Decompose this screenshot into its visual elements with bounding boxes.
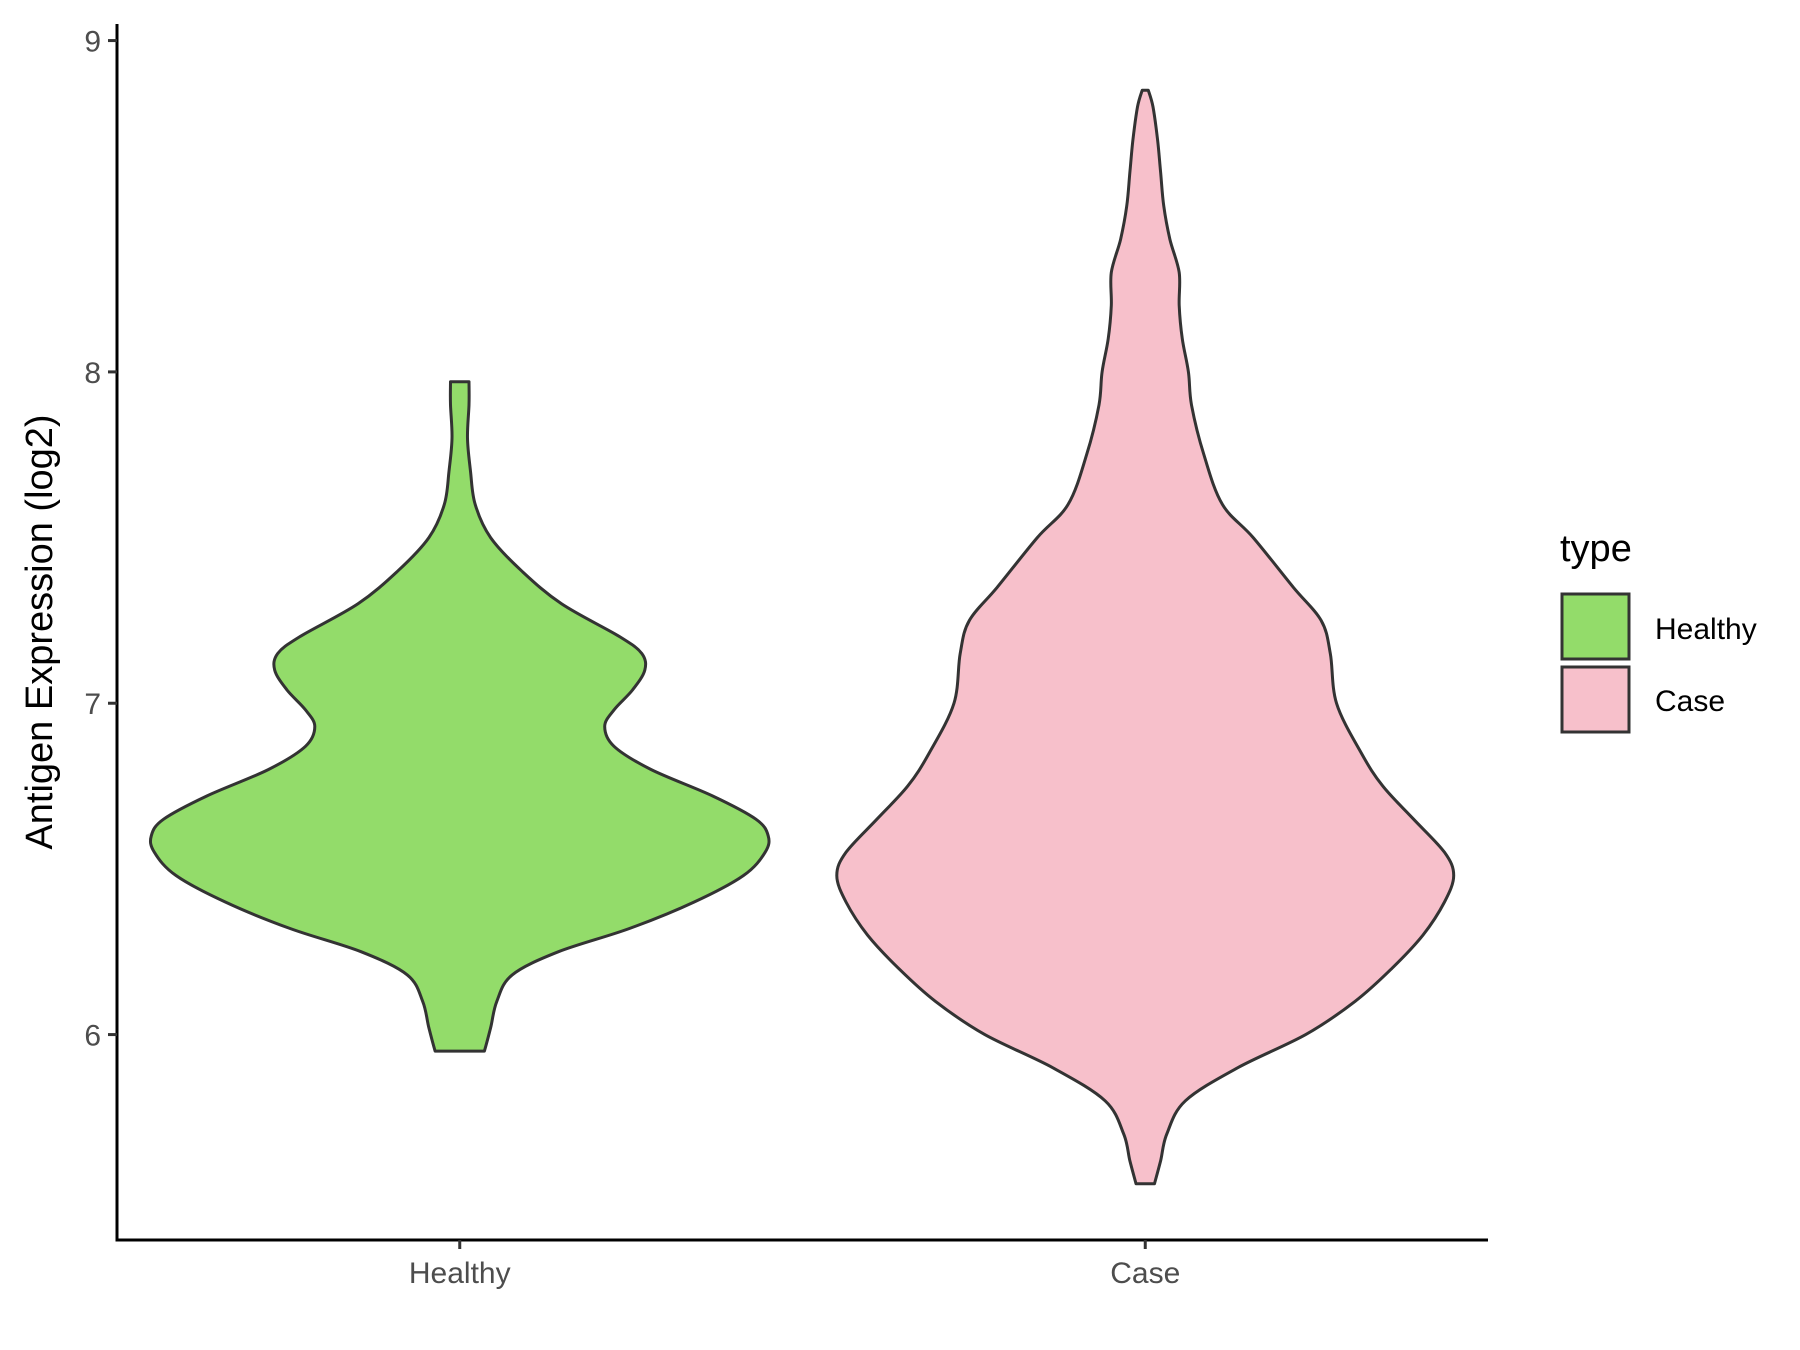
violin-case	[835, 88, 1456, 1186]
y-tick-label: 6	[84, 1020, 101, 1053]
legend-label-healthy: Healthy	[1655, 613, 1757, 646]
x-tick-label: Case	[1110, 1257, 1180, 1290]
y-tick-label: 8	[84, 357, 101, 390]
y-tick-label: 7	[84, 688, 101, 721]
violin-healthy	[148, 380, 771, 1053]
y-tick-label: 9	[84, 26, 101, 59]
legend-label-case: Case	[1655, 685, 1725, 718]
y-ticks: 6 7 8 9	[84, 26, 117, 1053]
legend: type Healthy Case	[1560, 528, 1757, 734]
violins-layer	[148, 88, 1456, 1186]
x-ticks: Healthy Case	[409, 1240, 1180, 1290]
y-axis-title: Antigen Expression (log2)	[19, 414, 61, 849]
x-tick-label: Healthy	[409, 1257, 511, 1290]
legend-key-healthy	[1560, 592, 1631, 661]
legend-key-case	[1560, 665, 1631, 734]
legend-title: type	[1560, 528, 1632, 570]
